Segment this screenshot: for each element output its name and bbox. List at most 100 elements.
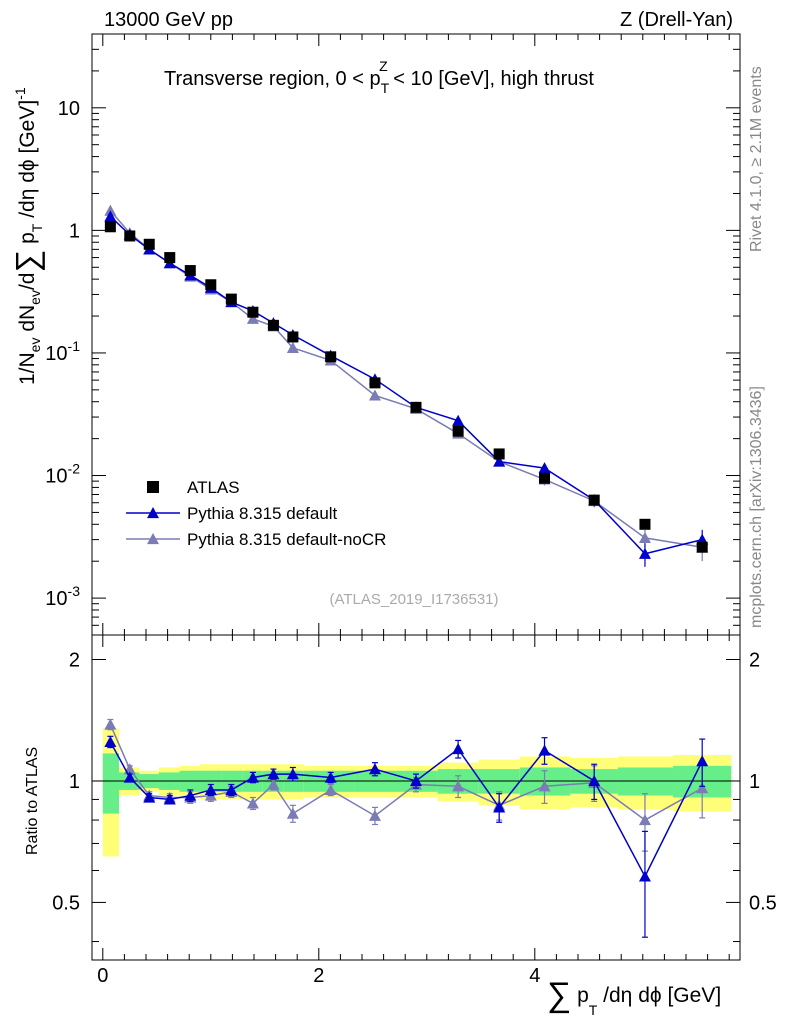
ratio-y-tick-label-right: 2 — [749, 649, 760, 671]
default-point — [493, 455, 506, 467]
plot-title: Transverse region, 0 < pTZ < 10 [GeV], h… — [164, 58, 594, 96]
x-tick-label: 4 — [529, 965, 540, 987]
header-process: Z (Drell-Yan) — [620, 9, 733, 31]
ratio-y-tick-label-right: 0.5 — [749, 892, 777, 914]
default-ratio-point — [452, 743, 465, 755]
ratio-series — [104, 718, 709, 938]
ylabel-1overN: 1/N — [16, 352, 39, 385]
nocr-ratio-point — [267, 778, 280, 790]
analysis-watermark: (ATLAS_2019_I1736531) — [329, 591, 498, 608]
y-axis-label: 1/Nev dNev/d∑ pT /dη dϕ [GeV]-1 — [9, 87, 45, 385]
nocr-point — [638, 531, 651, 543]
default-ratio-point — [538, 744, 551, 756]
y-tick-label: 10-3 — [45, 583, 80, 610]
atlas-point — [493, 448, 505, 460]
legend-label: Pythia 8.315 default-noCR — [187, 530, 386, 549]
y-tick-label: 10 — [58, 98, 80, 120]
atlas-point — [452, 425, 464, 437]
nocr-ratio-point — [246, 797, 259, 809]
atlas-point — [588, 494, 600, 506]
default-ratio-point — [225, 783, 238, 796]
ylabel-sum: ∑ — [9, 250, 45, 273]
default-point — [638, 547, 651, 559]
default-ratio-point — [286, 768, 299, 780]
nocr-ratio-point — [286, 807, 299, 819]
default-ratio-point — [493, 801, 506, 813]
ratio-y-tick-label: 2 — [69, 649, 80, 671]
nocr-ratio-point — [696, 782, 709, 794]
y-tick-base: 10 — [45, 588, 67, 610]
ylabel-ev-sub1: ev — [27, 338, 43, 353]
ratio-y-tick-label: 1 — [69, 771, 80, 793]
nocr-point — [368, 389, 381, 401]
ylabel-exp: -1 — [12, 87, 28, 100]
xlabel-rest: /dη dϕ [GeV] — [597, 984, 721, 1007]
y-tick-exp: -2 — [68, 461, 81, 477]
nocr-ratio-point — [368, 809, 381, 821]
header-energy: 13000 GeV pp — [104, 9, 233, 31]
atlas-point — [369, 377, 381, 389]
legend-label: ATLAS — [187, 478, 240, 497]
default-ratio-point — [410, 774, 422, 787]
default-ratio-point — [123, 771, 136, 783]
band-inner — [102, 753, 119, 814]
y-tick-exp: -1 — [68, 338, 81, 354]
y-tick-exp: -3 — [68, 583, 81, 599]
xlabel-T-sub: T — [589, 1002, 598, 1018]
plot-title-main: Transverse region, 0 < p — [164, 68, 381, 90]
atlas-point — [225, 293, 237, 305]
nocr-point — [104, 204, 117, 216]
plot-title-tail: < 10 [GeV], high thrust — [388, 68, 595, 90]
ylabel-T-sub: T — [29, 223, 45, 232]
y-tick-base: 10 — [45, 466, 67, 488]
atlas-point — [205, 279, 217, 291]
default-ratio-point — [163, 793, 176, 805]
x-axis-label: ∑ pT /dη dϕ [GeV] — [547, 976, 721, 1018]
default-ratio-point — [204, 783, 217, 796]
ylabel-dN: dN — [16, 305, 39, 338]
default-ratio-point — [638, 870, 651, 882]
legend-label: Pythia 8.315 default — [187, 504, 338, 523]
ratio-y-tick-label-right: 1 — [749, 771, 760, 793]
ylabel-d: /d — [16, 273, 39, 291]
nocr-point — [246, 312, 259, 324]
atlas-point — [124, 230, 136, 242]
plot-title-sup: Z — [379, 58, 388, 74]
y-tick-label: 10-2 — [45, 461, 80, 488]
x-tick-label: 0 — [97, 965, 108, 987]
nocr-ratio-point — [324, 783, 337, 796]
default-ratio-point — [104, 735, 117, 747]
x-tick-label: 2 — [313, 965, 324, 987]
mcplots-label: mcplots.cern.ch [arXiv:1306.3436] — [748, 386, 765, 628]
nocr-ratio-point — [538, 780, 551, 792]
xlabel-p: p — [571, 984, 589, 1007]
default-ratio-point — [588, 774, 601, 787]
atlas-point — [267, 319, 279, 331]
atlas-point — [287, 331, 299, 343]
legend-atlas-marker — [147, 481, 159, 493]
atlas-point — [143, 238, 155, 250]
ratio-panel-frame — [91, 634, 741, 961]
atlas-point — [539, 472, 551, 484]
atlas-point — [247, 306, 259, 318]
y-tick-label: 10-1 — [45, 338, 80, 365]
default-point — [452, 414, 465, 426]
atlas-point — [184, 265, 196, 277]
ratio-y-axis-label: Ratio to ATLAS — [24, 747, 41, 855]
legend-triangle-marker — [147, 533, 159, 545]
default-ratio-point — [696, 755, 709, 767]
ylabel-p: p — [16, 232, 39, 250]
ylabel-rest: /dη dϕ [GeV] — [16, 100, 39, 224]
default-ratio-point — [143, 791, 156, 803]
rivet-label: Rivet 4.1.0, ≥ 2.1M events — [748, 66, 765, 252]
atlas-point — [325, 351, 337, 363]
atlas-point — [104, 221, 116, 233]
nocr-ratio-point — [452, 780, 465, 792]
y-tick-label: 1 — [69, 220, 80, 242]
y-tick-base: 10 — [45, 343, 67, 365]
ylabel-ev-sub2: ev — [27, 290, 43, 305]
atlas-point — [410, 401, 422, 413]
nocr-ratio-point — [104, 718, 117, 730]
